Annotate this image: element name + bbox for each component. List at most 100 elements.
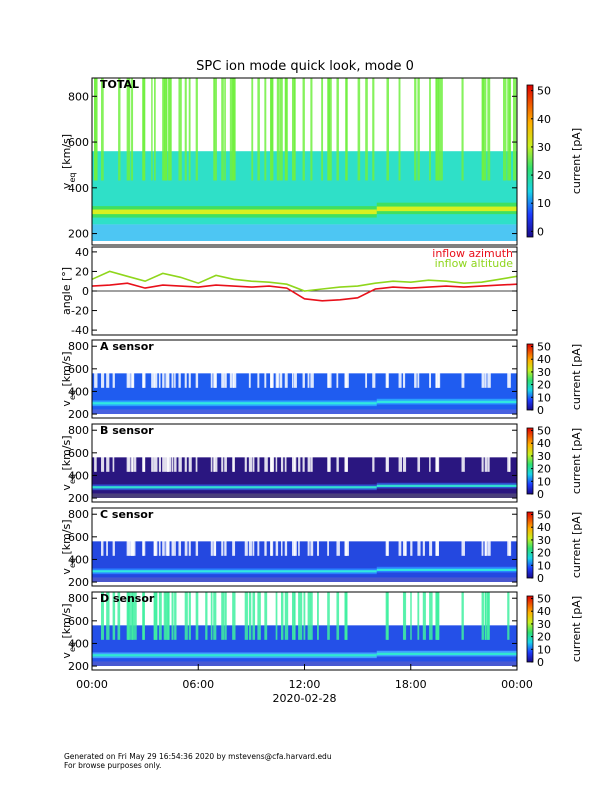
spectrogram-stripe xyxy=(248,424,252,472)
spectrogram-stripe xyxy=(507,78,511,181)
spectrogram-stripe xyxy=(195,78,198,181)
spectrogram-stripe xyxy=(461,424,465,472)
spectrogram-stripe xyxy=(214,424,218,472)
y-tick-label: 600 xyxy=(68,136,89,149)
spectrogram-stripe xyxy=(151,78,153,181)
y-tick-label: 800 xyxy=(68,508,89,521)
y-axis-label: veq [km/s] xyxy=(60,134,77,189)
spectrogram-stripe xyxy=(257,78,260,181)
y-tick-label: 200 xyxy=(68,576,89,589)
spectrogram-stripe xyxy=(165,78,168,181)
spectrogram-stripe xyxy=(224,78,226,181)
spectrogram-stripe xyxy=(410,592,412,640)
spectrogram-core xyxy=(92,654,377,657)
spectrogram-stripe xyxy=(131,78,134,181)
spectrogram-stripe xyxy=(481,424,484,472)
spectrogram-stripe xyxy=(410,508,413,556)
colorbar-tick-label: 10 xyxy=(537,391,551,404)
spectrogram-stripe xyxy=(507,340,510,388)
colorbar-tick-label: 20 xyxy=(537,379,551,392)
spectrogram-stripe xyxy=(248,340,251,388)
spectrogram-stripe xyxy=(158,424,162,472)
spectrogram-stripe xyxy=(385,508,389,556)
series-line xyxy=(91,282,518,302)
spectrogram-stripe xyxy=(131,424,134,472)
spectrogram-stripe xyxy=(269,508,273,556)
y-tick-label: 200 xyxy=(68,660,89,673)
spectrogram-stripe xyxy=(165,508,169,556)
spectrogram-stripe xyxy=(435,508,439,556)
spectrogram-stripe xyxy=(484,340,487,388)
colorbar xyxy=(526,84,534,238)
spectrogram-stripe xyxy=(151,340,155,388)
spectrogram-stripe xyxy=(154,340,158,388)
y-tick-label: 400 xyxy=(68,182,89,195)
spectrogram-stripe xyxy=(252,424,255,472)
y-tick-label: 400 xyxy=(68,553,89,566)
spectrogram-stripe xyxy=(307,508,310,556)
colorbar xyxy=(526,511,534,579)
spectrogram-stripe xyxy=(317,592,319,640)
spectrogram-stripe xyxy=(151,424,154,472)
spectrogram-stripe xyxy=(385,592,389,640)
y-tick-label: 600 xyxy=(68,615,89,628)
spectrogram-stripe xyxy=(94,78,98,181)
spectrogram-stripe xyxy=(126,78,129,181)
spectrogram-stripe xyxy=(178,78,182,181)
spectrogram-stripe xyxy=(163,592,167,640)
spectrogram-stripe xyxy=(402,592,405,640)
spectrogram-stripe xyxy=(310,508,314,556)
spectrogram-stripe xyxy=(435,78,440,181)
spectrogram-stripe xyxy=(269,424,273,472)
spectrogram-stripe xyxy=(435,424,439,472)
x-tick-label: 00:00 xyxy=(76,678,108,691)
spectrogram-stripe xyxy=(131,340,135,388)
spectrogram-stripe xyxy=(402,340,406,388)
spectrogram-stripe xyxy=(142,508,146,556)
spectrogram-stripe xyxy=(221,78,224,181)
spectrogram-stripe xyxy=(106,508,108,556)
spectrogram-stripe xyxy=(184,78,187,181)
y-tick-label: 400 xyxy=(68,637,89,650)
spectrogram-stripe xyxy=(224,340,227,388)
y-label-part: v xyxy=(60,400,73,407)
spectrogram-stripe xyxy=(112,424,115,472)
x-axis-label: 2020-02-28 xyxy=(273,692,337,705)
spectrogram-stripe xyxy=(178,508,182,556)
spectrogram-stripe xyxy=(210,592,213,640)
spectrogram-stripe xyxy=(372,78,375,181)
spectrogram-stripe xyxy=(224,592,227,640)
spectrogram-stripe xyxy=(251,78,254,181)
colorbar-tick-label: 40 xyxy=(537,437,551,450)
colorbar-tick-label: 10 xyxy=(537,475,551,488)
spectrogram-low xyxy=(92,493,517,498)
spectrogram-stripe xyxy=(398,340,402,388)
colorbar-label: current [pA] xyxy=(570,512,583,578)
spectrogram-low xyxy=(92,224,517,241)
y-label-part: eq xyxy=(68,390,77,400)
spectrogram-stripe xyxy=(385,340,389,388)
spectrogram-stripe xyxy=(188,78,191,181)
spectrogram-stripe xyxy=(153,508,157,556)
spectrogram-stripe xyxy=(188,424,192,472)
colorbar-tick-label: 30 xyxy=(537,366,551,379)
spectrogram-stripe xyxy=(252,508,255,556)
spectrogram-stripe xyxy=(404,592,407,640)
spectrogram-stripe xyxy=(302,424,305,472)
spectrogram-core xyxy=(376,400,517,403)
spectrogram-stripe xyxy=(264,340,267,388)
spectrogram-stripe xyxy=(284,508,288,556)
colorbar xyxy=(526,343,534,411)
spectrogram-stripe xyxy=(101,424,105,472)
spectrogram-stripe xyxy=(131,508,134,556)
spectrogram-stripe xyxy=(163,78,168,181)
spectrogram-stripe xyxy=(484,592,487,640)
spectrogram-stripe xyxy=(257,508,260,556)
colorbar-tick-label: 40 xyxy=(537,353,551,366)
y-tick-label: 400 xyxy=(68,385,89,398)
spectrogram-stripe xyxy=(429,424,431,472)
spectrogram-stripe xyxy=(233,424,235,472)
spectrogram-stripe xyxy=(291,78,296,181)
spectrogram-stripe xyxy=(398,508,402,556)
spectrogram-stripe xyxy=(270,424,275,472)
